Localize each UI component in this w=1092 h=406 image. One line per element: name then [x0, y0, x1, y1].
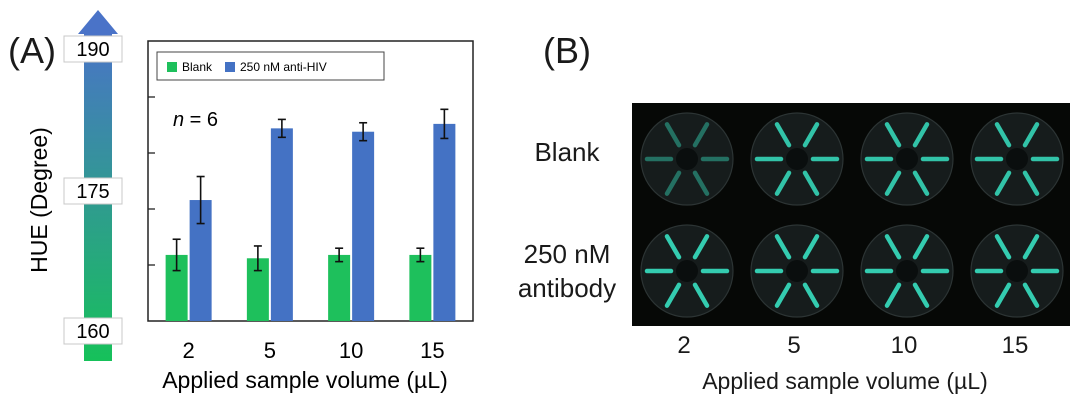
plot-border	[147, 40, 474, 322]
disc-photo	[640, 112, 1064, 318]
disc-channel	[912, 282, 930, 308]
disc-center	[786, 148, 808, 170]
disc-channel	[912, 170, 930, 196]
hue-tick-190: 190	[76, 39, 109, 61]
disc-antibody-5	[750, 224, 844, 318]
disc-channel	[884, 234, 902, 260]
disc-channel	[994, 122, 1012, 148]
disc-center	[896, 148, 918, 170]
legend: Blank 250 nM anti-HIV	[156, 51, 385, 81]
photo-x-tick-2: 2	[677, 332, 691, 359]
photo-x-tick-15: 15	[1001, 332, 1029, 359]
disc-channel	[692, 234, 710, 260]
bar-blank-15	[409, 254, 432, 321]
disc-channel	[664, 122, 682, 148]
chart-frame	[147, 40, 474, 322]
disc-channel	[912, 234, 930, 260]
n-value: = 6	[184, 109, 218, 131]
disc-channel	[1022, 282, 1040, 308]
disc-blank-5	[750, 112, 844, 206]
hue-scale: 190 175 160 HUE (Degree)	[26, 10, 123, 361]
row-label-blank: Blank	[534, 137, 600, 167]
hue-tick-box-175	[63, 177, 123, 205]
disc-channel	[774, 170, 792, 196]
disc-channel	[802, 122, 820, 148]
panel-b-label: (B)	[543, 30, 591, 71]
disc-channel	[1022, 170, 1040, 196]
legend-swatch-blank	[167, 62, 177, 72]
disc-channel	[664, 282, 682, 308]
n-symbol: n	[173, 109, 184, 131]
disc-blank-15	[970, 112, 1064, 206]
disc-channel	[884, 122, 902, 148]
disc-center	[896, 260, 918, 282]
disc-channel	[802, 170, 820, 196]
panel-a-label: (A)	[8, 30, 56, 71]
disc-blank-2	[640, 112, 734, 206]
hue-arrow-head	[78, 10, 118, 34]
disc-channel	[802, 282, 820, 308]
photo-x-tick-5: 5	[787, 332, 801, 359]
disc-channel	[774, 122, 792, 148]
bar-250-nm-anti-hiv-2	[189, 200, 212, 321]
disc-channel	[664, 170, 682, 196]
legend-label-anti-hiv: 250 nM anti-HIV	[240, 60, 327, 74]
disc-channel	[802, 234, 820, 260]
disc-antibody-15	[970, 224, 1064, 318]
disc-channel	[692, 122, 710, 148]
hue-tick-box-190	[63, 35, 123, 63]
y-ticks	[148, 96, 155, 266]
disc-channel	[664, 234, 682, 260]
x-axis-title: Applied sample volume (µL)	[162, 367, 448, 393]
photo-x-tick-10: 10	[890, 332, 918, 359]
y-axis-title: HUE (Degree)	[26, 127, 52, 273]
disc-channel	[774, 282, 792, 308]
x-tick-labels: 2 5 10 15	[183, 338, 445, 363]
disc-center	[1006, 148, 1028, 170]
disc-center	[676, 148, 698, 170]
bar-250-nm-anti-hiv-10	[352, 131, 375, 321]
disc-channel	[994, 282, 1012, 308]
bar-blank-10	[328, 254, 351, 321]
bars	[165, 108, 456, 321]
disc-channel	[912, 122, 930, 148]
n-annotation: n = 6	[173, 109, 218, 131]
disc-channel	[884, 170, 902, 196]
bar-blank-5	[246, 258, 269, 321]
disc-channel	[692, 282, 710, 308]
bar-250-nm-anti-hiv-5	[270, 128, 293, 321]
x-tick-label-5: 5	[264, 338, 276, 363]
disc-channel	[994, 234, 1012, 260]
bar-blank-2	[165, 254, 188, 321]
hue-tick-160: 160	[76, 321, 109, 343]
disc-center	[1006, 260, 1028, 282]
disc-blank-10	[860, 112, 954, 206]
row-label-250nm: 250 nM	[523, 239, 611, 269]
legend-swatch-anti-hiv	[225, 62, 235, 72]
disc-center	[676, 260, 698, 282]
photo-x-axis-title: Applied sample volume (µL)	[702, 368, 988, 394]
disc-channel	[1022, 234, 1040, 260]
legend-label-blank: Blank	[182, 60, 213, 74]
disc-channel	[1022, 122, 1040, 148]
disc-channel	[774, 234, 792, 260]
bar-250-nm-anti-hiv-15	[433, 123, 456, 321]
x-tick-label-2: 2	[183, 338, 195, 363]
hue-tick-175: 175	[76, 181, 109, 203]
disc-antibody-10	[860, 224, 954, 318]
disc-channel	[994, 170, 1012, 196]
disc-center	[786, 260, 808, 282]
x-tick-label-15: 15	[420, 338, 444, 363]
x-tick-label-10: 10	[339, 338, 363, 363]
disc-antibody-2	[640, 224, 734, 318]
photo-panel	[632, 103, 1070, 326]
legend-box	[156, 51, 385, 81]
hue-tick-box-160	[63, 317, 123, 345]
row-label-antibody: antibody	[517, 273, 617, 303]
disc-channel	[884, 282, 902, 308]
disc-channel	[692, 170, 710, 196]
